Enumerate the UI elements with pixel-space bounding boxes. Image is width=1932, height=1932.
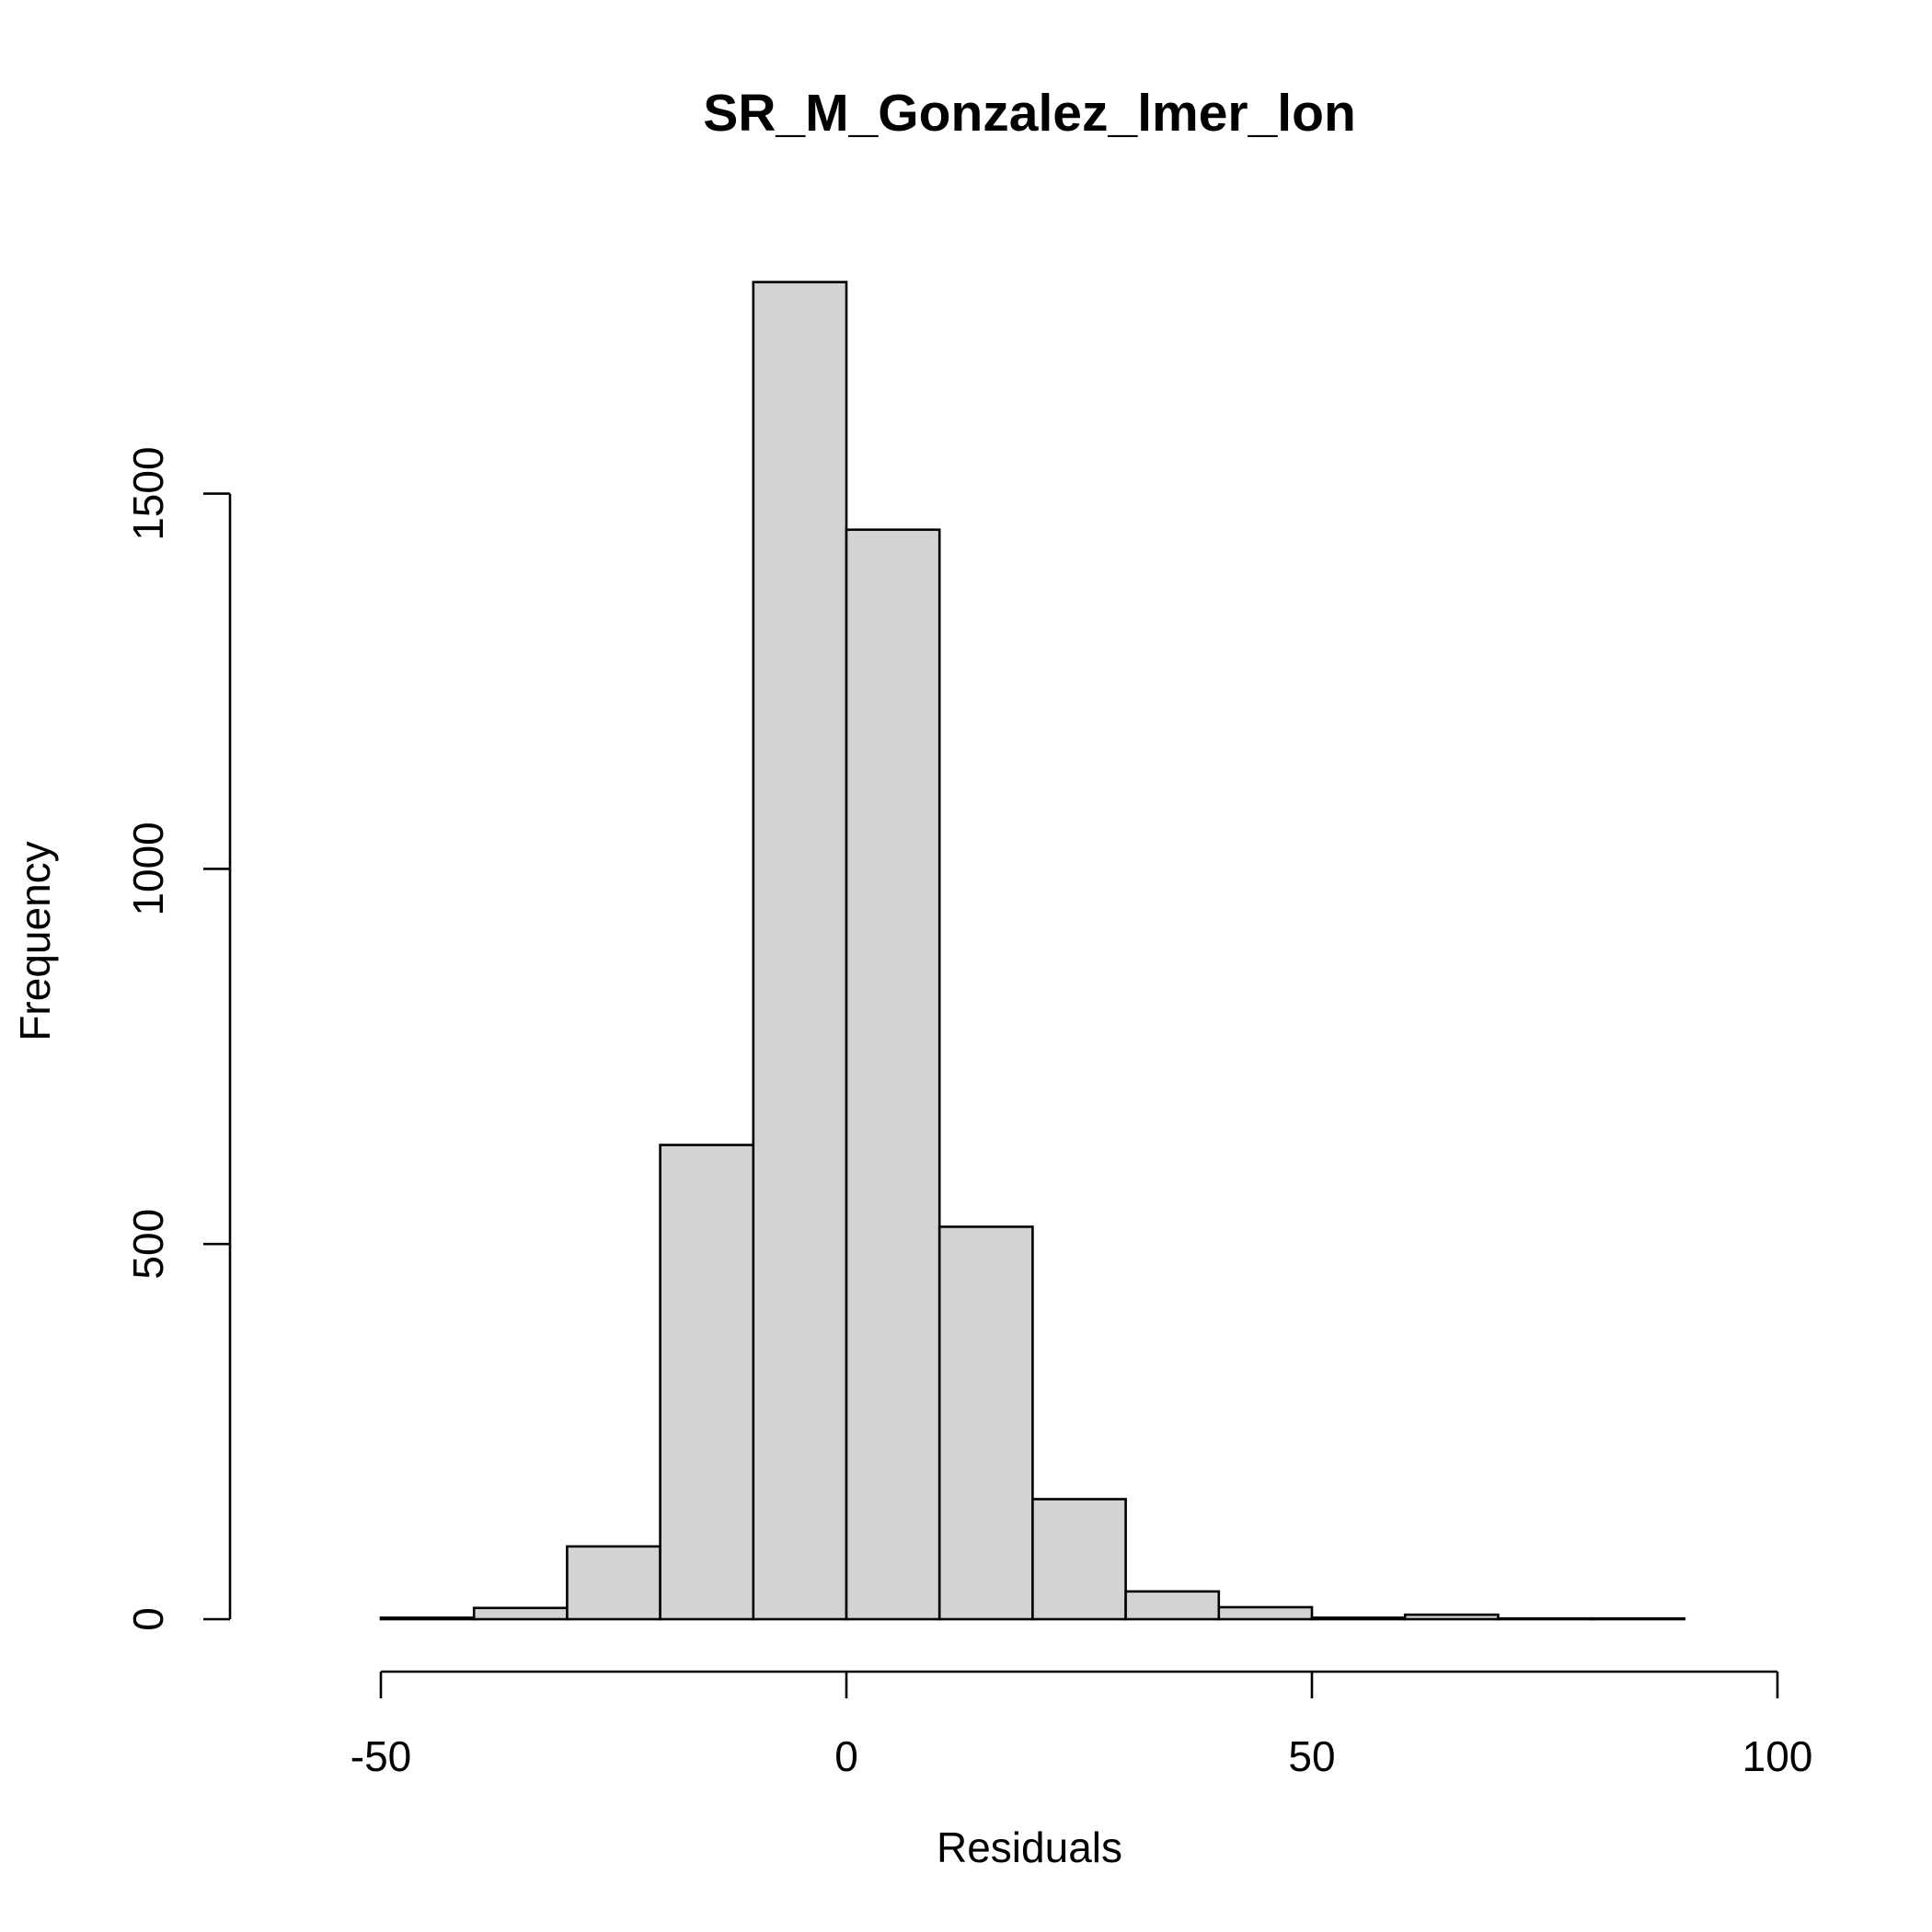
histogram-bar bbox=[937, 1225, 1034, 1621]
histogram-bar bbox=[752, 281, 848, 1621]
histogram-bar bbox=[1590, 1616, 1686, 1621]
x-tick-label: 50 bbox=[1288, 1732, 1335, 1780]
y-tick-label: 1000 bbox=[124, 822, 172, 915]
x-tick-label: 100 bbox=[1742, 1732, 1813, 1780]
histogram-bar bbox=[1217, 1605, 1314, 1621]
histogram-bar bbox=[566, 1545, 661, 1621]
y-tick-label: 1500 bbox=[124, 446, 172, 540]
chart-title: SR_M_Gonzalez_lmer_lon bbox=[703, 84, 1356, 143]
histogram-bar bbox=[472, 1606, 569, 1621]
histogram-bar bbox=[1497, 1616, 1593, 1621]
x-tick-label: 0 bbox=[834, 1732, 858, 1780]
histogram-bar bbox=[845, 528, 941, 1621]
y-tick-label: 500 bbox=[124, 1209, 172, 1280]
y-axis: 0 500 1000 1500 bbox=[124, 446, 232, 1631]
histogram-bar bbox=[1403, 1613, 1500, 1621]
x-axis-label: Residuals bbox=[937, 1823, 1122, 1871]
histogram-bar bbox=[1031, 1498, 1127, 1621]
x-tick-label: -50 bbox=[351, 1732, 411, 1780]
y-axis-label: Frequency bbox=[11, 841, 59, 1041]
histogram-bar bbox=[659, 1144, 755, 1621]
y-tick-label: 0 bbox=[124, 1607, 172, 1631]
histogram-bar bbox=[1310, 1616, 1407, 1621]
histogram-bar bbox=[1124, 1590, 1221, 1621]
bars-group bbox=[379, 281, 1686, 1621]
x-axis: -50 0 50 100 bbox=[351, 1670, 1813, 1780]
histogram-bar bbox=[379, 1616, 476, 1621]
